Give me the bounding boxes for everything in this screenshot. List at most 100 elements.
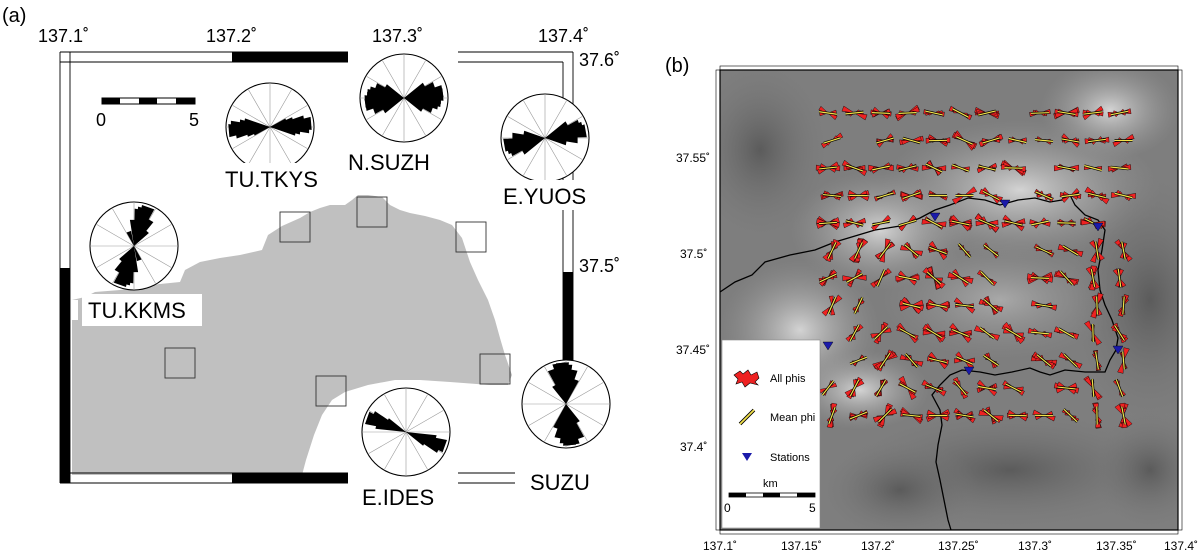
mean-phi-line bbox=[1121, 241, 1126, 260]
mean-phi-line bbox=[854, 297, 863, 314]
lat-tick: 37.4˚ bbox=[680, 440, 707, 454]
lon-tick: 137.1˚ bbox=[703, 539, 737, 553]
phi-cell bbox=[897, 375, 918, 401]
rose-petal bbox=[252, 118, 288, 136]
phi-cell bbox=[1007, 409, 1028, 422]
lat-tick: 37.45˚ bbox=[676, 343, 710, 357]
phi-cell bbox=[1061, 408, 1080, 423]
mean-phi-line bbox=[845, 220, 864, 226]
cell-box bbox=[479, 353, 511, 385]
mean-phi-line bbox=[899, 383, 916, 393]
phi-cell bbox=[899, 296, 924, 315]
mean-phi-line bbox=[822, 193, 842, 198]
phi-cell bbox=[926, 351, 950, 370]
phi-cell bbox=[1084, 136, 1110, 145]
lon-tick: 137.25˚ bbox=[938, 539, 979, 553]
phi-cell bbox=[1032, 409, 1056, 422]
phi-cell bbox=[954, 351, 975, 370]
phi-cell bbox=[948, 105, 973, 121]
mean-phi-line bbox=[1005, 383, 1022, 393]
mean-phi-line bbox=[978, 385, 996, 391]
phi-cell bbox=[1083, 375, 1103, 401]
mean-phi-line bbox=[980, 271, 994, 285]
phi-cell bbox=[822, 238, 842, 263]
phi-cell bbox=[1029, 217, 1051, 229]
phi-cell bbox=[1001, 321, 1026, 345]
mean-phi-line bbox=[925, 218, 943, 228]
mean-phi-line bbox=[1115, 379, 1124, 397]
phi-cell bbox=[1112, 378, 1127, 398]
phi-cell bbox=[1091, 402, 1103, 429]
station-label: TU.TKYS bbox=[225, 167, 318, 192]
phi-cell bbox=[1117, 294, 1130, 317]
phi-cell bbox=[1008, 136, 1027, 145]
lat-tick: 37.6˚ bbox=[579, 50, 620, 70]
phi-cell bbox=[1111, 189, 1136, 202]
phi-cell bbox=[899, 406, 924, 425]
mean-phi-line bbox=[1091, 378, 1095, 398]
mean-phi-line bbox=[982, 137, 1000, 144]
station-marker bbox=[999, 199, 1011, 209]
cell-box bbox=[315, 375, 347, 407]
rose-diagram-suzu bbox=[521, 359, 611, 449]
phi-cell bbox=[1057, 218, 1076, 228]
mean-phi-line bbox=[1057, 110, 1076, 116]
phi-cell bbox=[953, 407, 976, 424]
mean-phi-line bbox=[1090, 269, 1096, 287]
phi-cell bbox=[841, 105, 868, 121]
mean-phi-line bbox=[979, 327, 995, 339]
land-mass bbox=[72, 195, 512, 475]
mean-phi-line bbox=[1122, 351, 1125, 370]
phi-cell bbox=[895, 104, 920, 122]
rose-petal bbox=[126, 230, 142, 262]
legend-all-phis: All phis bbox=[770, 373, 806, 385]
mean-phi-line bbox=[983, 299, 999, 312]
phi-cell bbox=[842, 268, 867, 288]
mean-phi-line bbox=[871, 112, 891, 114]
phi-cell bbox=[1112, 133, 1135, 148]
rose-petal bbox=[505, 121, 585, 155]
phi-cell bbox=[1057, 243, 1084, 258]
map-frame-b bbox=[715, 65, 1183, 535]
legend-scale-unit: km bbox=[763, 478, 778, 490]
mean-phi-line bbox=[828, 406, 836, 425]
phi-cell bbox=[1034, 188, 1054, 203]
mean-phi-line bbox=[845, 111, 864, 115]
mean-phi-line bbox=[1121, 406, 1126, 425]
mean-phi-line bbox=[958, 243, 971, 258]
phi-cell bbox=[978, 295, 1004, 316]
rose-petal bbox=[117, 206, 151, 286]
scale-bar-a: 0 5 bbox=[96, 97, 199, 130]
phi-cell bbox=[870, 214, 892, 232]
rose-diagram-e-ides bbox=[361, 387, 451, 477]
phi-cell bbox=[1053, 163, 1080, 173]
phi-cell bbox=[875, 133, 895, 148]
phi-cell bbox=[870, 106, 892, 120]
phi-cell bbox=[818, 105, 838, 121]
mean-phi-line bbox=[898, 165, 917, 171]
lon-tick: 137.3˚ bbox=[1018, 539, 1052, 553]
mean-phi-line bbox=[1095, 241, 1099, 260]
mean-phi-line bbox=[1004, 220, 1023, 226]
phi-cell bbox=[982, 352, 1000, 369]
stations-layer bbox=[822, 199, 1124, 376]
mean-phi-line bbox=[846, 273, 863, 283]
rose-petal bbox=[512, 132, 578, 144]
mean-phi-line bbox=[898, 219, 917, 227]
phi-cell bbox=[952, 376, 969, 400]
mean-phi-line bbox=[849, 356, 868, 365]
phi-cell bbox=[815, 161, 841, 175]
phi-cell bbox=[1026, 271, 1054, 285]
mean-phi-line bbox=[951, 220, 970, 226]
phi-cell bbox=[925, 299, 951, 312]
mean-phi-line bbox=[926, 271, 942, 285]
lon-tick: 137.4˚ bbox=[1164, 539, 1198, 553]
mean-phi-line bbox=[955, 303, 974, 308]
station-marker bbox=[929, 212, 941, 222]
cell-boxes bbox=[164, 196, 511, 407]
mean-phi-line bbox=[1058, 328, 1075, 338]
rose-petal bbox=[552, 383, 580, 425]
mean-phi-line bbox=[1114, 325, 1125, 341]
phi-cell bbox=[872, 349, 898, 372]
phi-cell bbox=[1061, 133, 1080, 148]
